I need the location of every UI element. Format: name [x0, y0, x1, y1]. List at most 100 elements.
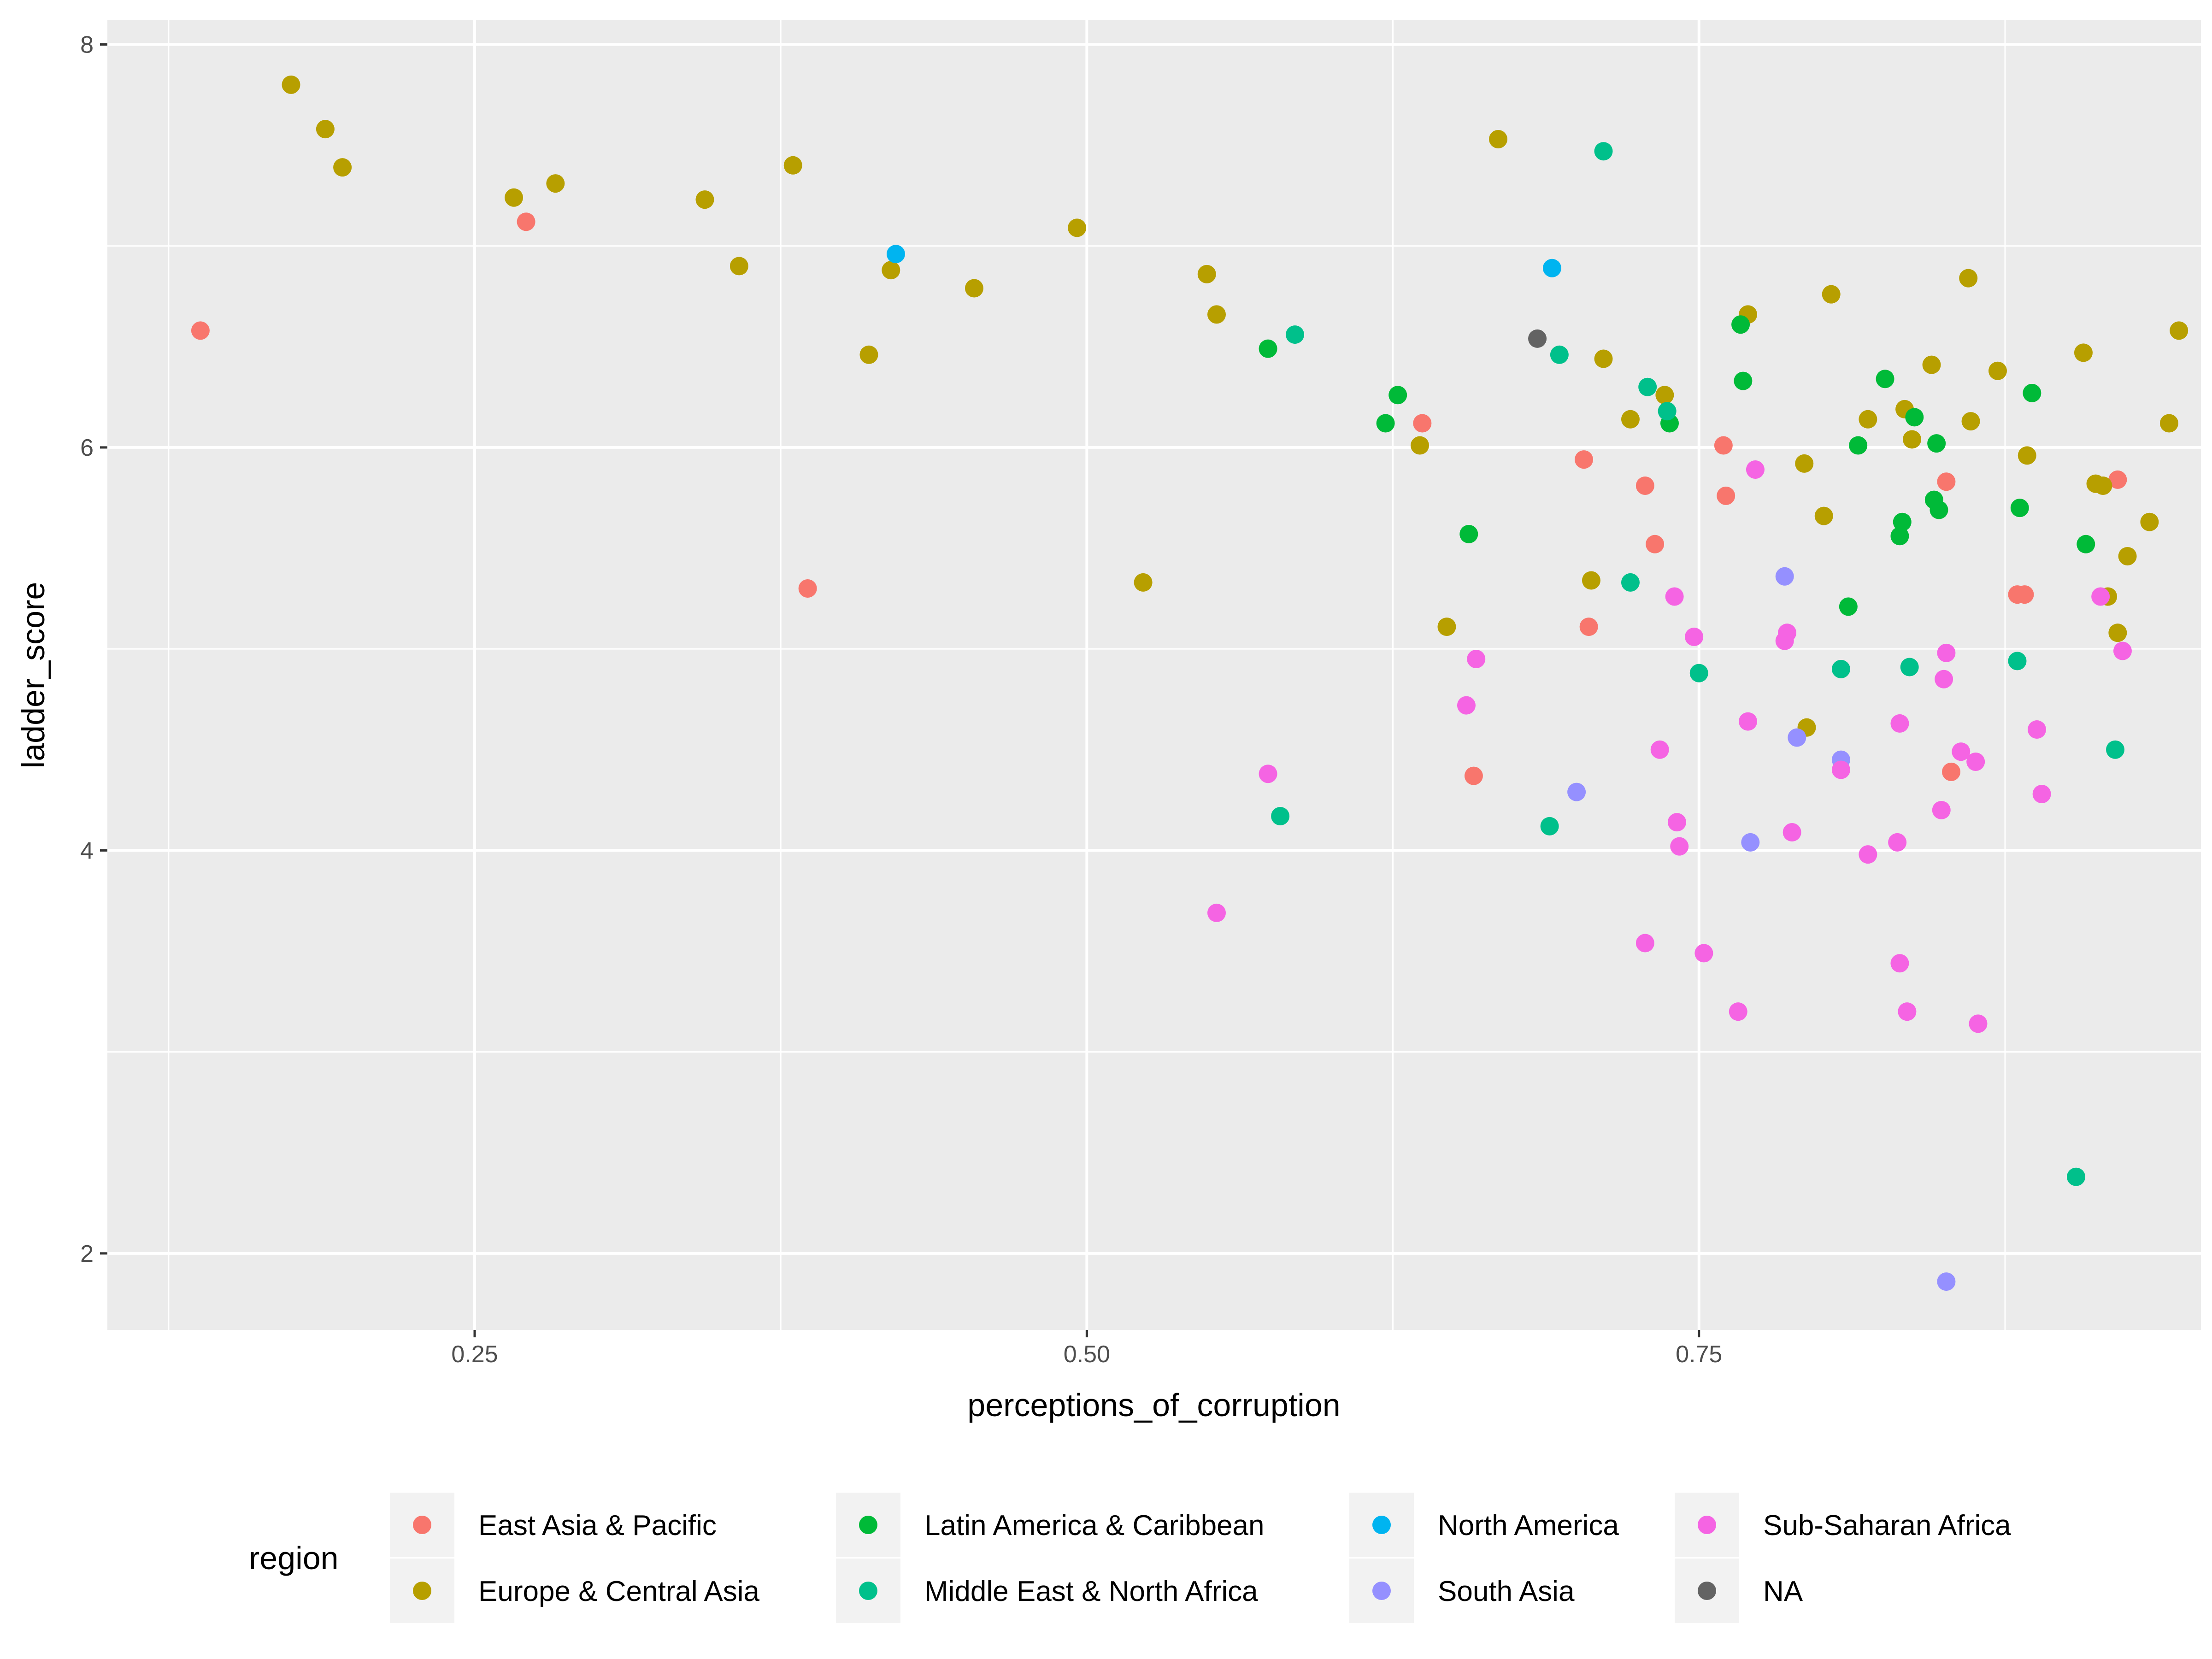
- data-point: [1207, 305, 1226, 324]
- data-point: [1714, 436, 1733, 455]
- data-point: [1388, 386, 1407, 405]
- legend-swatch: [859, 1516, 877, 1534]
- data-point: [1961, 412, 1980, 431]
- data-point: [1259, 339, 1277, 358]
- data-point: [2108, 624, 2127, 642]
- data-point: [1655, 386, 1674, 405]
- legend-entry-label: NA: [1763, 1576, 1803, 1607]
- data-point: [505, 188, 524, 207]
- data-point: [1734, 371, 1753, 390]
- data-point: [1207, 903, 1226, 922]
- y-axis: 2 4 6 8: [80, 31, 107, 1267]
- data-point: [1646, 535, 1665, 553]
- y-tick-label: 6: [80, 435, 94, 461]
- x-tick-label: 0.75: [1676, 1341, 1722, 1368]
- data-point: [2108, 470, 2127, 489]
- data-point: [2032, 784, 2051, 803]
- data-point: [1197, 265, 1216, 283]
- data-point: [1831, 659, 1850, 678]
- legend-swatch: [1372, 1582, 1391, 1600]
- legend: region East Asia & Pacific Europe & Centr…: [249, 1493, 2011, 1623]
- data-point: [1540, 817, 1559, 835]
- legend-entry-label: Middle East & North Africa: [924, 1576, 1258, 1607]
- data-point: [1903, 430, 1922, 449]
- data-point: [1905, 408, 1924, 427]
- y-axis-title: ladder_score: [15, 582, 51, 769]
- legend-entry-label: North America: [1438, 1510, 1619, 1541]
- data-point: [2008, 652, 2027, 671]
- legend-entry-label: South Asia: [1438, 1576, 1575, 1607]
- data-point: [1635, 477, 1654, 495]
- data-point: [1795, 454, 1814, 473]
- data-point: [729, 257, 748, 276]
- data-point: [1969, 1014, 1988, 1033]
- data-point: [1890, 714, 1909, 733]
- data-point: [798, 579, 817, 598]
- legend-swatch: [1698, 1582, 1716, 1600]
- data-point: [1746, 460, 1765, 479]
- data-point: [333, 158, 352, 177]
- data-point: [1579, 618, 1598, 636]
- data-point: [1741, 833, 1760, 852]
- data-point: [1694, 944, 1713, 963]
- data-point: [2113, 641, 2132, 660]
- data-point: [783, 156, 802, 175]
- data-point: [2067, 1167, 2086, 1186]
- y-tick-label: 2: [80, 1241, 94, 1267]
- data-point: [1582, 571, 1600, 590]
- data-point: [1650, 740, 1669, 759]
- data-point: [1966, 753, 1985, 771]
- data-point: [1935, 670, 1953, 688]
- data-point: [1942, 762, 1961, 781]
- data-point: [1739, 712, 1758, 731]
- data-point: [2159, 414, 2178, 433]
- data-point: [2091, 587, 2110, 606]
- data-point: [2118, 547, 2137, 566]
- legend-entry-label: East Asia & Pacific: [478, 1510, 717, 1541]
- data-point: [1849, 436, 1868, 455]
- legend-swatch: [1372, 1516, 1391, 1534]
- data-point: [1259, 765, 1277, 783]
- data-point: [1685, 627, 1704, 646]
- data-point: [1890, 954, 1909, 973]
- legend-swatch: [1698, 1516, 1716, 1534]
- y-tick-label: 4: [80, 837, 94, 864]
- data-point: [1814, 506, 1833, 525]
- legend-title: region: [249, 1540, 339, 1576]
- data-point: [886, 245, 905, 264]
- data-point: [695, 190, 714, 209]
- data-point: [1898, 1002, 1917, 1021]
- data-point: [2094, 477, 2112, 495]
- data-point: [1930, 500, 1948, 519]
- data-point: [1464, 766, 1483, 785]
- data-point: [1988, 361, 2007, 380]
- data-point: [1839, 597, 1858, 616]
- data-point: [1542, 259, 1561, 277]
- data-point: [1729, 1002, 1747, 1021]
- data-point: [1783, 823, 1801, 842]
- data-point: [1376, 414, 1395, 433]
- data-point: [1459, 524, 1478, 543]
- data-point: [2170, 321, 2188, 340]
- data-point: [859, 345, 878, 364]
- data-point: [1667, 813, 1686, 832]
- data-point: [1413, 414, 1432, 433]
- data-point: [1689, 664, 1708, 682]
- x-tick-label: 0.25: [451, 1341, 498, 1368]
- data-point: [2023, 383, 2041, 402]
- data-point: [1876, 370, 1894, 388]
- data-point: [191, 321, 210, 340]
- data-point: [1621, 410, 1640, 429]
- data-point: [1286, 325, 1305, 344]
- data-point: [1927, 434, 1946, 453]
- data-point: [1550, 345, 1569, 364]
- y-tick-label: 8: [80, 31, 94, 58]
- legend-entry-label: Sub-Saharan Africa: [1763, 1510, 2011, 1541]
- legend-entry-label: Europe & Central Asia: [478, 1576, 760, 1607]
- data-point: [2140, 512, 2159, 531]
- x-axis: 0.25 0.50 0.75: [451, 1330, 1722, 1368]
- data-point: [1068, 218, 1087, 237]
- data-point: [1271, 807, 1290, 826]
- legend-entry-label: Latin America & Caribbean: [924, 1510, 1265, 1541]
- data-point: [282, 75, 300, 94]
